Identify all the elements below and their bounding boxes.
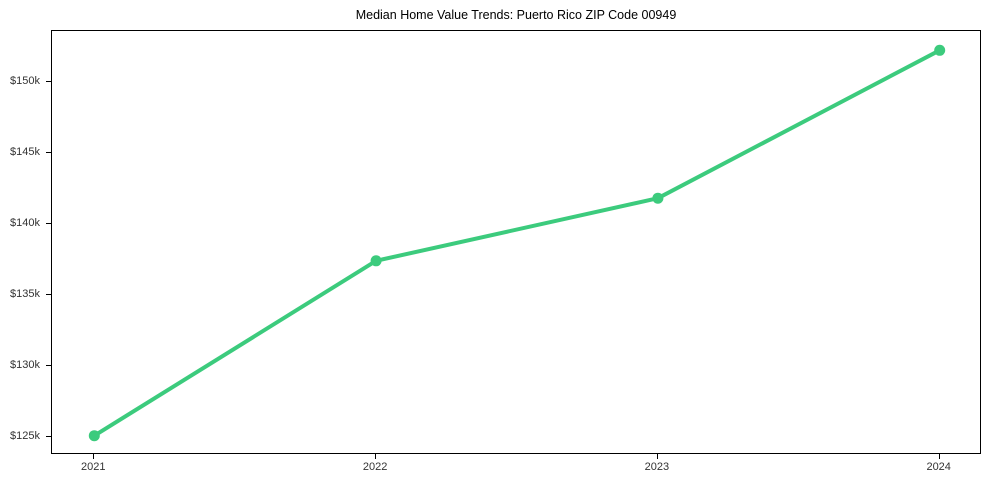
x-tick-label: 2022 (362, 461, 388, 473)
data-point-2023 (652, 192, 664, 204)
y-tick-label: $145k (10, 145, 40, 158)
x-tick-mark (656, 454, 658, 459)
chart-title: Median Home Value Trends: Puerto Rico ZI… (355, 8, 677, 22)
y-tick-label: $135k (10, 287, 40, 300)
x-tick-label: 2021 (81, 461, 106, 473)
x-tick-mark (938, 454, 940, 459)
line-chart-svg (88, 44, 946, 442)
x-tick-mark (93, 454, 95, 459)
data-point-2021 (88, 430, 100, 442)
y-tick-label: $130k (10, 359, 40, 371)
y-tick-label: $150k (10, 74, 40, 87)
y-tick-label: $125k (10, 430, 40, 443)
x-tick-mark (375, 454, 377, 459)
x-tick-label: 2023 (644, 461, 670, 473)
trend-line (92, 48, 942, 438)
data-point-2024 (934, 44, 946, 56)
y-tick-label: $140k (10, 216, 40, 229)
x-tick-label: 2024 (926, 461, 951, 473)
plot-area (51, 30, 981, 454)
data-point-2022 (370, 255, 382, 267)
